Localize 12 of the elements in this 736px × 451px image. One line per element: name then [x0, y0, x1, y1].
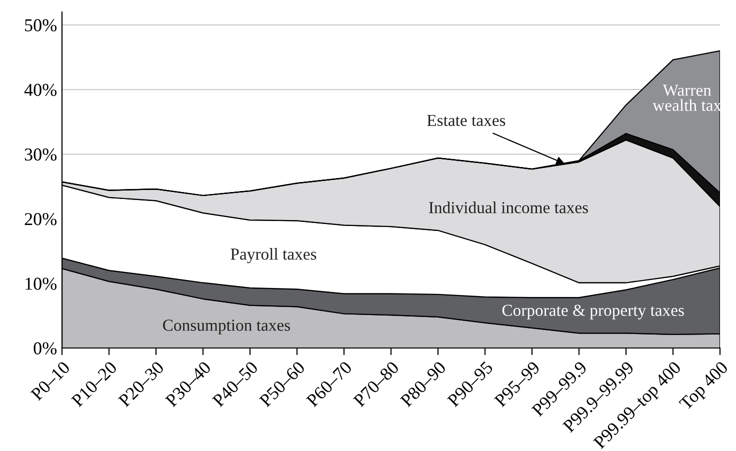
y-tick-label: 10% [26, 278, 57, 290]
y-tick-label: 50% [25, 19, 57, 32]
y-tick-label: 0% [34, 342, 57, 354]
series-label: Individual income taxes [429, 202, 588, 214]
y-tick-label: 30% [24, 148, 57, 161]
y-tick-label: 20% [24, 213, 57, 226]
series-label: Payroll taxes [230, 248, 316, 264]
x-tick-label: Top 400 [678, 360, 732, 414]
text: Estate taxes [427, 114, 506, 126]
series-label: Corporate & property taxes [502, 304, 684, 320]
y-tick-label: 40% [24, 84, 57, 96]
series-label: Consumption taxes [163, 320, 290, 334]
